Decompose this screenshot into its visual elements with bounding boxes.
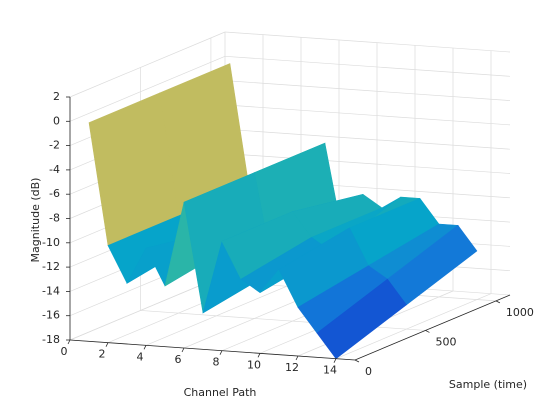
z-tick-label: 2 — [53, 90, 60, 103]
z-tick-label: -6 — [49, 187, 60, 200]
surface — [88, 63, 478, 360]
z-tick-label: -8 — [49, 212, 60, 225]
z-grid-line — [224, 153, 511, 174]
x-tick — [105, 342, 109, 347]
z-axis-label: Magnitude (dB) — [29, 178, 42, 263]
z-grid-line — [69, 31, 226, 98]
axes: 0 2 4 6 8 10 12 14 0 500 1000 -18 -16 -14 -12 -10 -8 -6 -4… — [42, 90, 534, 378]
x-tick — [333, 358, 337, 363]
z-grid-line — [224, 104, 511, 126]
y-tick — [425, 330, 430, 333]
x-tick-label: 6 — [175, 353, 182, 366]
x-tick-label: 2 — [99, 348, 106, 361]
x-grid-line — [145, 280, 302, 346]
x-tick-label: 14 — [323, 364, 337, 377]
x-tick — [219, 350, 223, 355]
z-tick-label: -10 — [42, 236, 60, 249]
z-tick-label: -4 — [49, 163, 60, 176]
x-tick-label: 8 — [213, 356, 220, 369]
x-tick — [67, 339, 71, 345]
z-grid-line — [224, 55, 511, 77]
x-tick — [295, 355, 299, 361]
z-tick-label: -2 — [49, 139, 60, 152]
x-axis-label: Channel Path — [184, 386, 257, 399]
y-tick — [354, 359, 360, 363]
y-axis-label: Sample (time) — [449, 378, 527, 391]
y-axis-line — [354, 294, 511, 361]
z-tick-label: -12 — [42, 260, 60, 273]
y-tick-label: 500 — [435, 335, 456, 348]
x-tick-label: 0 — [61, 345, 68, 358]
z-tick-label: -16 — [42, 309, 60, 322]
x-tick — [257, 353, 261, 358]
x-tick-label: 4 — [137, 350, 144, 363]
z-grid-line — [224, 80, 511, 101]
z-grid-line — [69, 55, 226, 122]
surface-patch — [316, 278, 407, 360]
y-tick-label: 0 — [365, 365, 372, 378]
x-tick — [143, 345, 147, 350]
y-tick — [495, 300, 501, 304]
z-grid-line — [224, 31, 511, 53]
x-grid-line — [335, 293, 492, 359]
z-grid-line — [224, 128, 511, 150]
x-tick-label: 12 — [285, 361, 299, 374]
x-axis-line — [69, 339, 356, 361]
y-tick-label: 1000 — [506, 306, 534, 319]
x-tick-label: 10 — [247, 358, 261, 371]
z-tick-label: -18 — [42, 333, 60, 346]
z-tick-label: 0 — [53, 114, 60, 127]
z-tick-label: -14 — [42, 284, 60, 297]
x-tick — [181, 347, 185, 353]
y-grid-line — [140, 310, 426, 331]
